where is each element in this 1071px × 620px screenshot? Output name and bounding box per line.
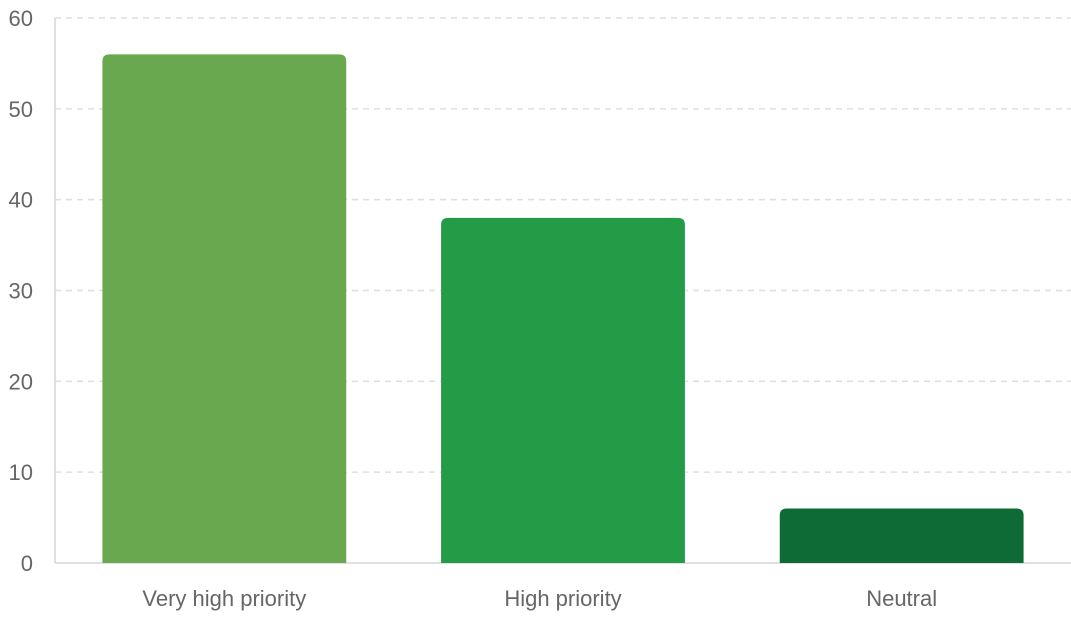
y-tick-label: 30 <box>9 279 33 304</box>
y-tick-label: 40 <box>9 188 33 213</box>
y-tick-labels: 0 10 20 30 40 50 60 <box>9 6 33 576</box>
bar-high-priority[interactable] <box>441 217 685 564</box>
y-tick-label: 10 <box>9 460 33 485</box>
y-tick-label: 20 <box>9 369 33 394</box>
y-tick-label: 60 <box>9 6 33 31</box>
x-category-labels: Very high priority High priority Neutral <box>142 586 937 611</box>
y-tick-label: 0 <box>21 551 33 576</box>
bar-very-high-priority[interactable] <box>102 54 347 563</box>
x-category-label: Very high priority <box>142 586 306 611</box>
x-category-label: Neutral <box>866 586 937 611</box>
x-category-label: High priority <box>504 586 621 611</box>
bar-neutral[interactable] <box>779 508 1024 564</box>
bars <box>102 54 1024 564</box>
y-tick-label: 50 <box>9 97 33 122</box>
